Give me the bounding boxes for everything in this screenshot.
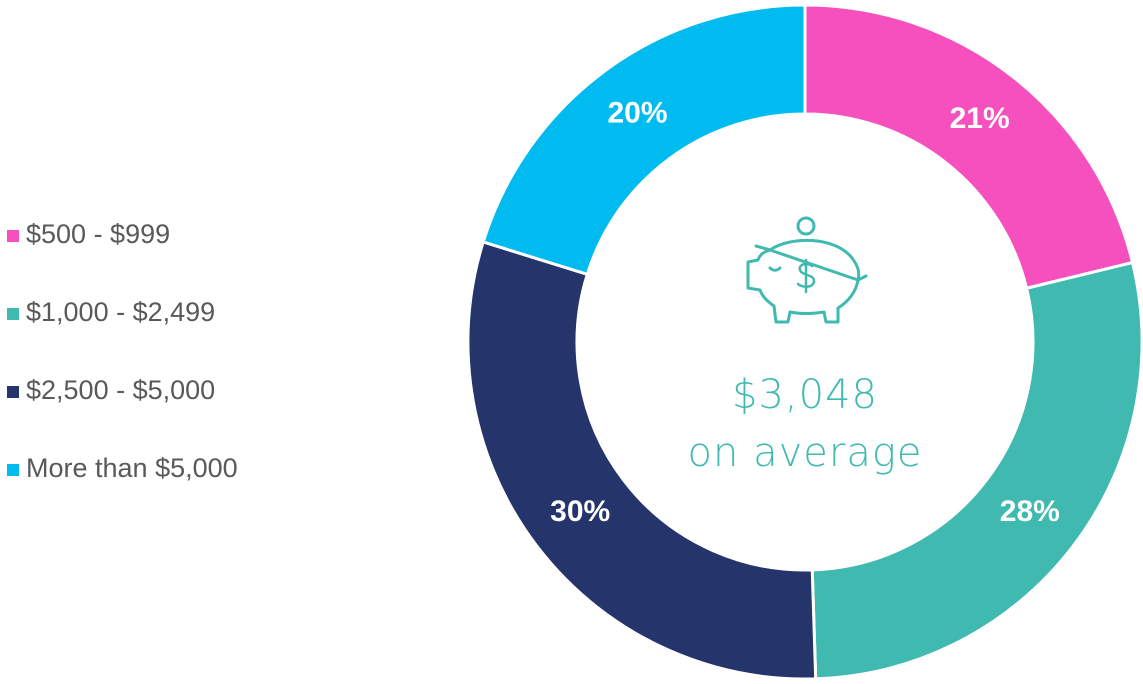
donut-slice (466, 240, 818, 681)
legend-label: More than $5,000 (26, 453, 238, 483)
slice-label: 28% (1000, 495, 1060, 528)
slice-label: 21% (950, 102, 1010, 135)
legend-label: $500 - $999 (26, 219, 170, 249)
center-value: $3,048 (732, 372, 878, 418)
legend-label: $1,000 - $2,499 (26, 297, 215, 327)
slice-label: 20% (607, 96, 667, 129)
donut-slice (803, 3, 1135, 291)
slice-label: 30% (550, 495, 610, 528)
legend-swatch (7, 386, 19, 398)
legend-swatch (7, 464, 19, 476)
legend-swatch (7, 230, 19, 242)
legend-swatch (7, 308, 19, 320)
legend-label: $2,500 - $5,000 (26, 375, 215, 405)
donut-slice (810, 260, 1143, 681)
center-caption: on average (688, 430, 923, 476)
piggy-bank-icon (746, 216, 868, 324)
donut-slice (481, 3, 807, 277)
